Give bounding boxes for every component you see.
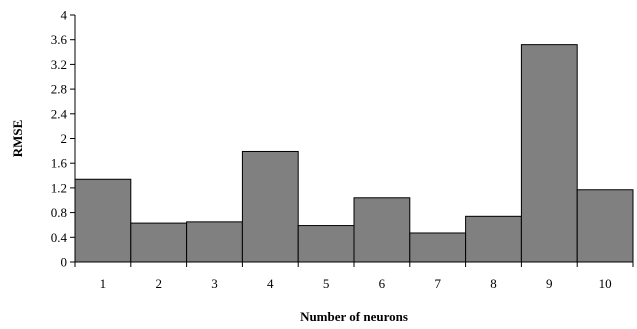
bar-2 bbox=[130, 222, 188, 263]
x-axis-title: Number of neurons bbox=[300, 309, 408, 324]
x-tick-label: 5 bbox=[323, 276, 330, 291]
bars-group bbox=[74, 44, 634, 263]
x-tick-label: 7 bbox=[434, 276, 441, 291]
x-tick-label: 9 bbox=[546, 276, 553, 291]
bar-3 bbox=[186, 221, 243, 263]
y-tick-label: 2 bbox=[61, 131, 68, 146]
x-tick-label: 10 bbox=[599, 276, 612, 291]
bar-5 bbox=[297, 225, 355, 263]
y-tick-label: 3.2 bbox=[51, 57, 67, 72]
bar-4 bbox=[241, 150, 299, 263]
x-tick-label: 2 bbox=[155, 276, 162, 291]
y-tick-label: 2.8 bbox=[51, 82, 67, 97]
bar-1 bbox=[74, 178, 132, 263]
x-tick-label: 1 bbox=[100, 276, 107, 291]
bar-9 bbox=[520, 44, 578, 263]
y-tick-label: 3.6 bbox=[51, 32, 68, 47]
y-tick-label: 1.6 bbox=[51, 156, 68, 171]
y-tick-label: 0.8 bbox=[51, 205, 67, 220]
y-tick-label: 2.4 bbox=[51, 106, 68, 121]
x-tick-label: 3 bbox=[211, 276, 218, 291]
bar-6 bbox=[353, 197, 411, 263]
bar-8 bbox=[465, 215, 522, 263]
y-axis-ticks: 0 0.4 0.8 1.2 1.6 2 2.4 2.8 3.2 3.6 4 bbox=[51, 8, 75, 270]
y-axis-title: RMSE bbox=[10, 120, 25, 158]
y-tick-label: 1.2 bbox=[51, 180, 67, 195]
x-axis-ticks: 1 2 3 4 5 6 7 8 9 10 bbox=[74, 262, 634, 291]
bar-7 bbox=[409, 232, 467, 263]
y-tick-label: 4 bbox=[61, 8, 68, 23]
y-tick-label: 0 bbox=[61, 255, 68, 270]
x-tick-label: 4 bbox=[267, 276, 274, 291]
y-tick-label: 0.4 bbox=[51, 230, 68, 245]
x-tick-label: 8 bbox=[490, 276, 497, 291]
x-tick-label: 6 bbox=[379, 276, 386, 291]
bar-10 bbox=[576, 189, 634, 263]
